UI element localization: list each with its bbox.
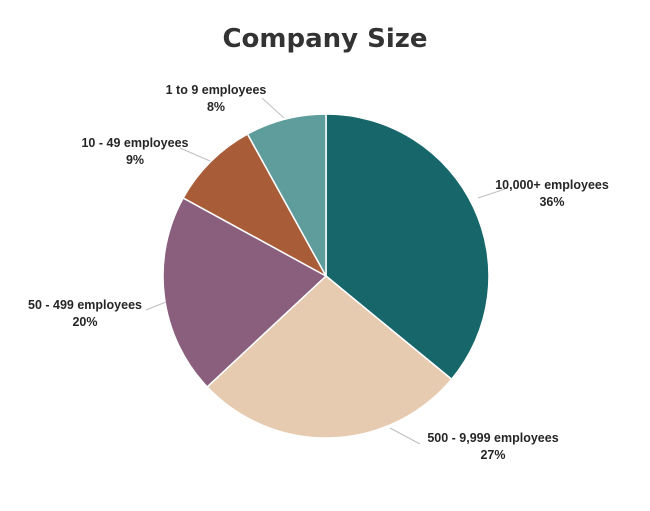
pie-slice-4 — [246, 113, 327, 277]
slice-value-label-2: 20% — [72, 315, 97, 329]
slice-value-label-1: 27% — [480, 448, 505, 462]
slice-value-label-0: 36% — [539, 195, 564, 209]
leader-line-1 — [389, 427, 421, 445]
slice-category-label-0: 10,000+ employees — [495, 178, 609, 192]
pie-slice-0 — [325, 113, 490, 381]
chart-title: Company Size — [222, 24, 428, 54]
pie-slice-2 — [162, 196, 328, 388]
pie-slice-1 — [206, 275, 453, 439]
slice-category-label-1: 500 - 9,999 employees — [427, 431, 558, 445]
leader-line-2 — [145, 301, 167, 311]
slice-value-label-3: 9% — [126, 153, 144, 167]
slice-category-label-3: 10 - 49 employees — [81, 136, 188, 150]
pie-slice-3 — [182, 133, 328, 278]
slice-category-label-2: 50 - 499 employees — [28, 298, 142, 312]
slice-value-label-4: 8% — [207, 100, 225, 114]
leader-line-3 — [179, 147, 211, 162]
leader-line-4 — [261, 97, 285, 119]
slice-category-label-4: 1 to 9 employees — [166, 83, 267, 97]
leader-line-0 — [477, 188, 506, 199]
